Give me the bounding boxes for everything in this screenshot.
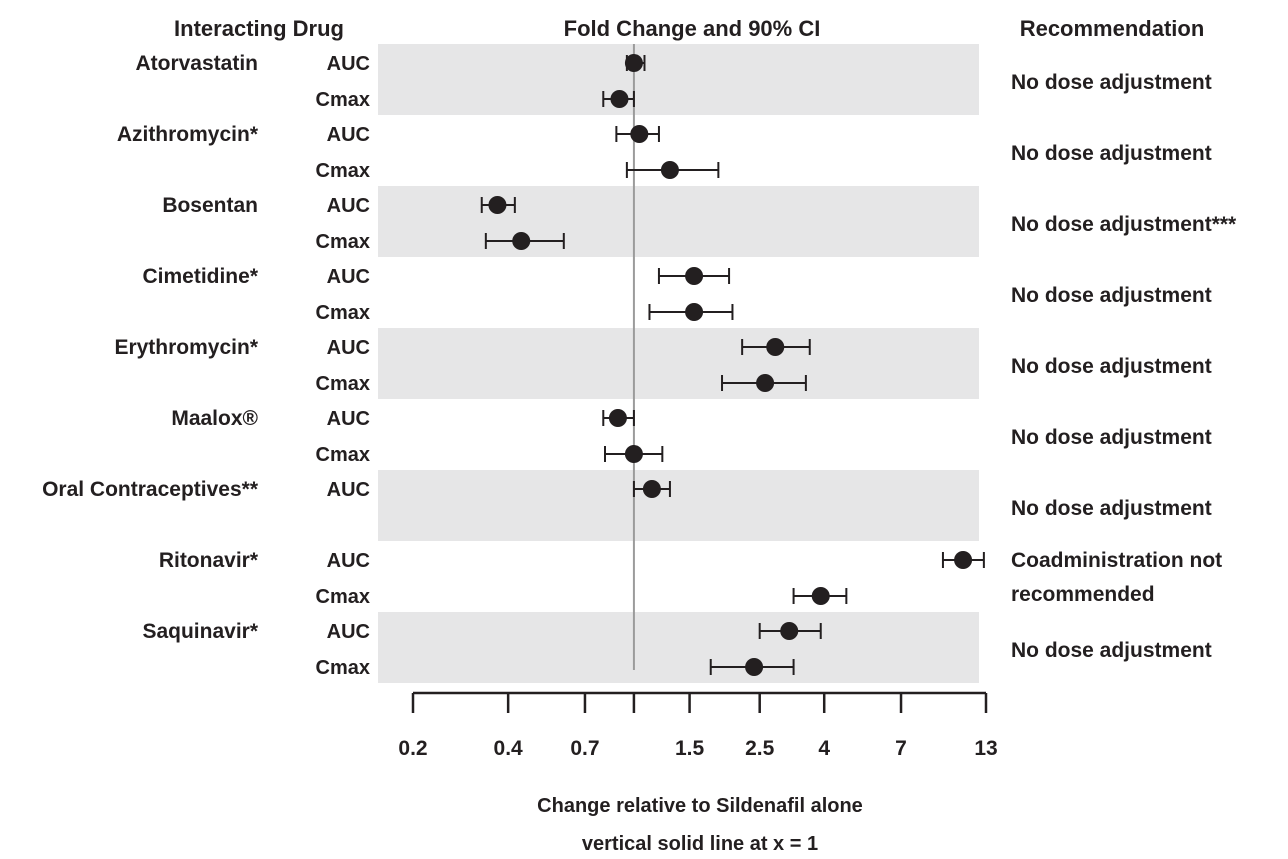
- errorbar-erythromycin-cmax: [721, 374, 807, 392]
- errorbar-ritonavir-auc: [941, 551, 985, 569]
- data-marks: [480, 54, 985, 676]
- drug-label-saquinavir: Saquinavir*: [142, 620, 258, 643]
- point-estimate: [745, 658, 764, 676]
- errorbar-bosentan-auc: [480, 196, 516, 214]
- point-estimate: [756, 374, 775, 392]
- recommendation-erythromycin: No dose adjustment: [1011, 355, 1212, 378]
- point-estimate: [642, 480, 661, 498]
- metric-label-saquinavir-auc: AUC: [327, 621, 370, 643]
- errorbar-maalox-auc: [602, 409, 635, 427]
- point-estimate: [488, 196, 507, 214]
- recommendation-cimetidine: No dose adjustment: [1011, 284, 1212, 307]
- x-tick-label-0_7: 0.7: [570, 737, 599, 760]
- metric-label-cimetidine-cmax: Cmax: [316, 302, 370, 324]
- errorbar-oral-contraceptives-auc: [632, 480, 671, 498]
- x-tick-label-1_5: 1.5: [675, 737, 705, 760]
- x-tick-label-0_2: 0.2: [398, 737, 427, 760]
- drug-label-oral-contraceptives: Oral Contraceptives**: [42, 478, 259, 501]
- row-bands: [378, 44, 979, 683]
- band-oral-contraceptives: [378, 470, 979, 541]
- header-recommendation: Recommendation: [1020, 16, 1205, 41]
- point-estimate: [608, 409, 627, 427]
- metric-label-azithromycin-auc: AUC: [327, 124, 370, 146]
- errorbar-erythromycin-auc: [741, 338, 811, 356]
- recommendation-oral-contraceptives: No dose adjustment: [1011, 497, 1212, 520]
- band-atorvastatin: [378, 44, 979, 115]
- point-estimate: [780, 622, 799, 640]
- errorbar-atorvastatin-auc: [624, 54, 646, 72]
- point-estimate: [624, 54, 643, 72]
- recommendation-saquinavir: No dose adjustment: [1011, 639, 1212, 662]
- metric-label-erythromycin-cmax: Cmax: [316, 373, 370, 395]
- metric-label-atorvastatin-cmax: Cmax: [316, 89, 370, 111]
- point-estimate: [512, 232, 531, 250]
- errorbar-azithromycin-cmax: [625, 161, 720, 179]
- drug-label-maalox: Maalox®: [171, 407, 258, 430]
- metric-label-atorvastatin-auc: AUC: [327, 53, 370, 75]
- point-estimate: [685, 267, 704, 285]
- errorbar-maalox-cmax: [603, 445, 664, 463]
- point-estimate: [766, 338, 785, 356]
- recommendation-maalox: No dose adjustment: [1011, 426, 1212, 449]
- metric-label-maalox-cmax: Cmax: [316, 444, 370, 466]
- recommendation-bosentan: No dose adjustment***: [1011, 213, 1237, 236]
- errorbar-cimetidine-cmax: [648, 303, 734, 321]
- metric-label-bosentan-auc: AUC: [327, 195, 370, 217]
- drug-label-erythromycin: Erythromycin*: [114, 336, 258, 359]
- metric-label-ritonavir-auc: AUC: [327, 550, 370, 572]
- drug-label-azithromycin: Azithromycin*: [117, 123, 259, 146]
- metric-label-maalox-auc: AUC: [327, 408, 370, 430]
- x-tick-label-2_5: 2.5: [745, 737, 775, 760]
- errorbar-saquinavir-auc: [758, 622, 822, 640]
- header-interacting-drug: Interacting Drug: [174, 16, 344, 41]
- point-estimate: [685, 303, 704, 321]
- metric-label-ritonavir-cmax: Cmax: [316, 586, 370, 608]
- metric-label-azithromycin-cmax: Cmax: [316, 160, 370, 182]
- x-tick-label-7: 7: [895, 737, 907, 760]
- drug-label-atorvastatin: Atorvastatin: [135, 52, 258, 75]
- row-labels: Atorvastatin No dose adjustment AUC Cmax Azi…: [42, 52, 1237, 679]
- errorbar-ritonavir-cmax: [792, 587, 848, 605]
- header-fold-change: Fold Change and 90% CI: [564, 16, 821, 41]
- errorbar-saquinavir-cmax: [709, 658, 795, 676]
- recommendation-azithromycin: No dose adjustment: [1011, 142, 1212, 165]
- recommendation-ritonavir: Coadministration not: [1011, 549, 1222, 572]
- x-tick-label-4: 4: [818, 737, 830, 760]
- band-bosentan: [378, 186, 979, 257]
- metric-label-cimetidine-auc: AUC: [327, 266, 370, 288]
- x-axis: 0.2 0.4 0.7 1.5 2.5 4 7 13: [398, 691, 998, 760]
- metric-label-erythromycin-auc: AUC: [327, 337, 370, 359]
- x-axis-sublabel: vertical solid line at x = 1: [582, 833, 818, 855]
- point-estimate: [811, 587, 830, 605]
- x-tick-label-0_4: 0.4: [494, 737, 524, 760]
- x-axis-label: Change relative to Sildenafil alone: [537, 795, 863, 817]
- recommendation-atorvastatin: No dose adjustment: [1011, 71, 1212, 94]
- metric-label-oral-contraceptives-auc: AUC: [327, 479, 370, 501]
- band-saquinavir: [378, 612, 979, 683]
- point-estimate: [954, 551, 973, 569]
- drug-label-cimetidine: Cimetidine*: [142, 265, 258, 288]
- point-estimate: [660, 161, 679, 179]
- drug-label-ritonavir: Ritonavir*: [159, 549, 259, 572]
- point-estimate: [630, 125, 649, 143]
- recommendation-ritonavir-line2: recommended: [1011, 583, 1155, 606]
- errorbar-atorvastatin-cmax: [602, 90, 635, 108]
- drug-label-bosentan: Bosentan: [162, 194, 258, 217]
- band-erythromycin: [378, 328, 979, 399]
- errorbar-cimetidine-auc: [657, 267, 731, 285]
- point-estimate: [624, 445, 643, 463]
- errorbar-azithromycin-auc: [615, 125, 660, 143]
- metric-label-saquinavir-cmax: Cmax: [316, 657, 370, 679]
- point-estimate: [610, 90, 629, 108]
- x-tick-label-13: 13: [974, 737, 997, 760]
- metric-label-bosentan-cmax: Cmax: [316, 231, 370, 253]
- errorbar-bosentan-cmax: [484, 232, 565, 250]
